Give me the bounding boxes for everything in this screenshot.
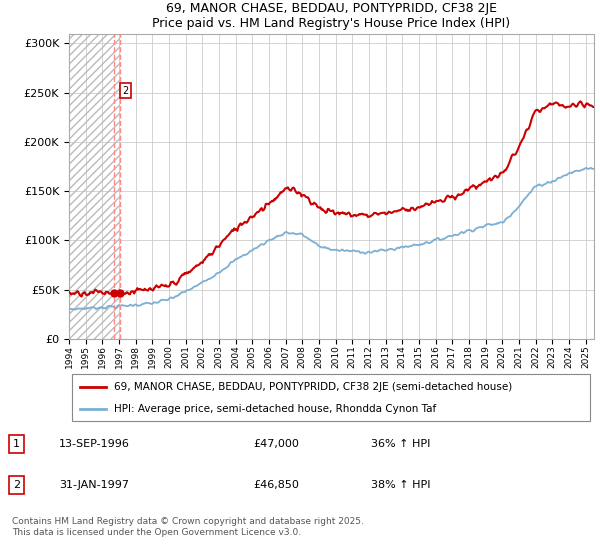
Text: 69, MANOR CHASE, BEDDAU, PONTYPRIDD, CF38 2JE (semi-detached house): 69, MANOR CHASE, BEDDAU, PONTYPRIDD, CF3… bbox=[113, 381, 512, 391]
Text: HPI: Average price, semi-detached house, Rhondda Cynon Taf: HPI: Average price, semi-detached house,… bbox=[113, 404, 436, 414]
Text: 2: 2 bbox=[13, 480, 20, 491]
Text: Contains HM Land Registry data © Crown copyright and database right 2025.
This d: Contains HM Land Registry data © Crown c… bbox=[12, 517, 364, 536]
FancyBboxPatch shape bbox=[71, 375, 590, 421]
Text: 2: 2 bbox=[122, 86, 128, 96]
Bar bbox=[69, 34, 121, 339]
Text: £47,000: £47,000 bbox=[253, 438, 299, 449]
Text: 1: 1 bbox=[13, 438, 20, 449]
Text: 36% ↑ HPI: 36% ↑ HPI bbox=[371, 438, 430, 449]
Text: 13-SEP-1996: 13-SEP-1996 bbox=[59, 438, 130, 449]
Text: 38% ↑ HPI: 38% ↑ HPI bbox=[371, 480, 430, 491]
Text: 31-JAN-1997: 31-JAN-1997 bbox=[59, 480, 129, 491]
Title: 69, MANOR CHASE, BEDDAU, PONTYPRIDD, CF38 2JE
Price paid vs. HM Land Registry's : 69, MANOR CHASE, BEDDAU, PONTYPRIDD, CF3… bbox=[152, 2, 511, 30]
Text: £46,850: £46,850 bbox=[253, 480, 299, 491]
Bar bbox=[69, 34, 121, 339]
